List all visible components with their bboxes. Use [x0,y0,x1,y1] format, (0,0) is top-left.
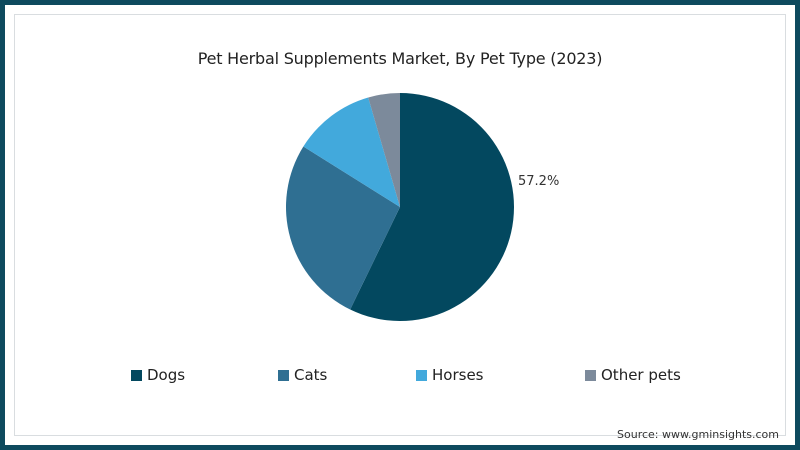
legend-item-horses: Horses [416,366,483,384]
pie-slices [286,93,515,321]
legend-item-dogs: Dogs [131,366,185,384]
source-note: Source: www.gminsights.com [617,428,779,441]
legend-swatch-icon [416,369,427,381]
pie-slice-dogs [350,93,515,321]
legend-item-other-pets: Other pets [585,366,681,384]
pie-slice-other-pets [368,93,400,207]
legend: Dogs Cats Horses Other pets [0,366,800,388]
pie-slice-cats [286,146,400,310]
legend-swatch-icon [278,369,289,381]
legend-item-cats: Cats [278,366,327,384]
legend-swatch-icon [131,369,142,381]
legend-label: Horses [432,366,484,384]
chart-title: Pet Herbal Supplements Market, By Pet Ty… [197,49,603,68]
pie-slice-horses [303,97,400,207]
chart-inner-border [14,14,786,436]
legend-label: Cats [294,366,328,384]
legend-label: Other pets [601,366,681,384]
data-label-dogs: 57.2% [518,174,560,189]
legend-label: Dogs [147,366,186,384]
legend-swatch-icon [585,369,596,381]
